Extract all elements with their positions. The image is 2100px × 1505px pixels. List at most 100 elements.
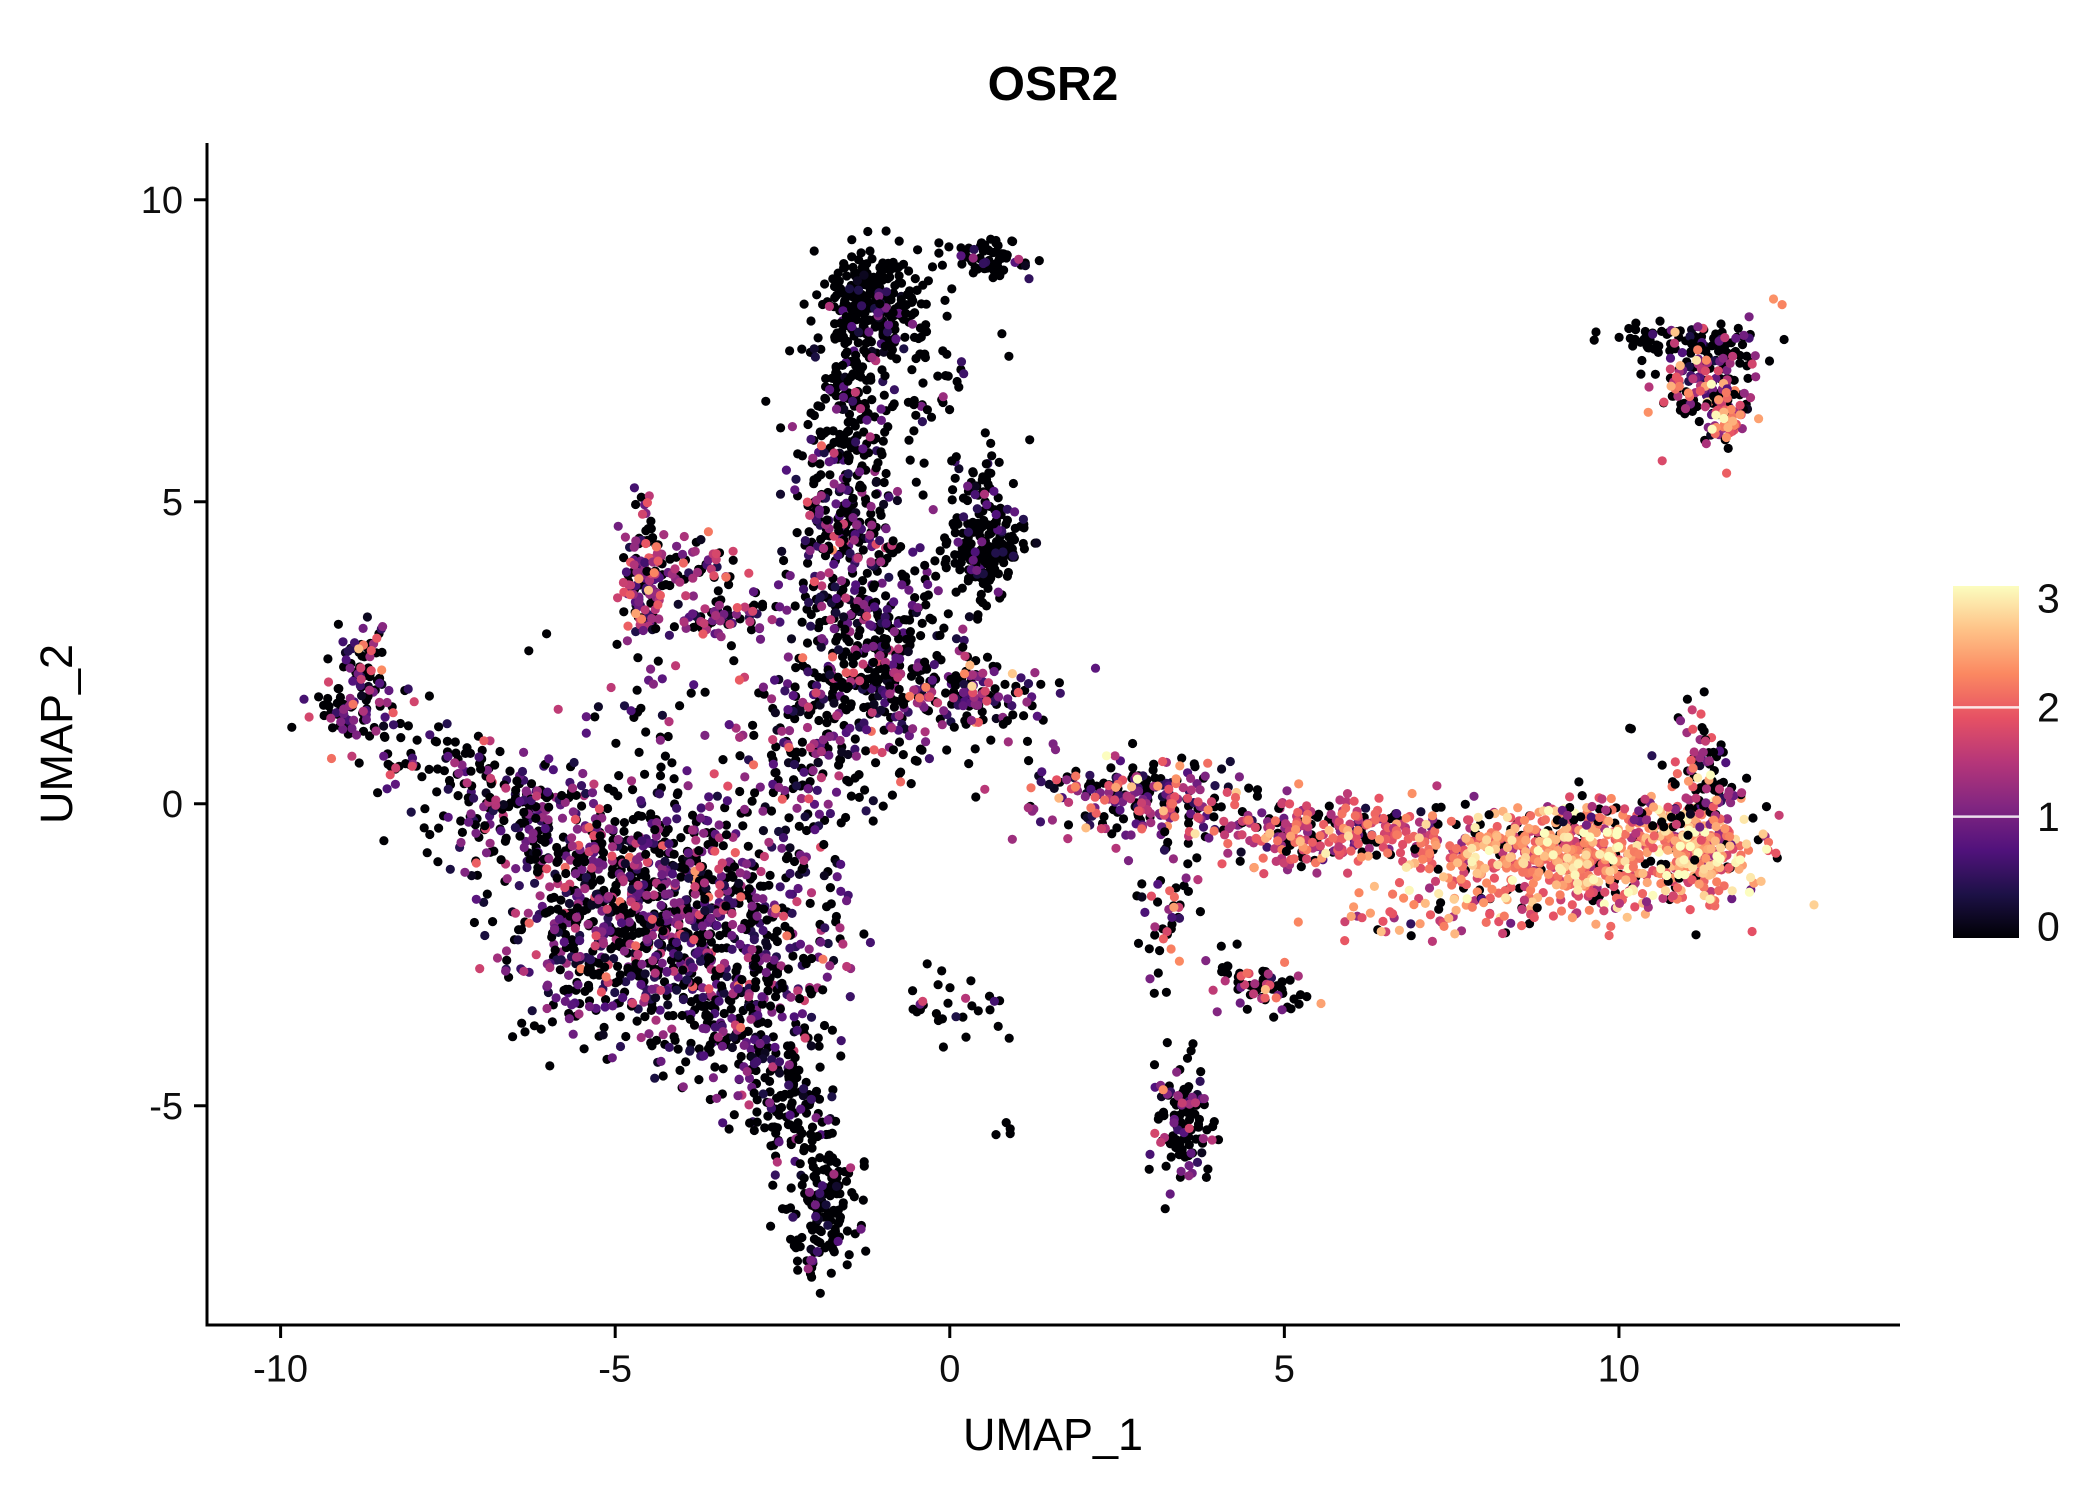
data-point	[324, 677, 333, 686]
data-point	[954, 538, 963, 547]
data-point	[545, 1061, 554, 1070]
data-point	[656, 591, 665, 600]
data-point	[807, 1013, 816, 1022]
data-point	[1286, 832, 1295, 841]
data-point	[834, 645, 843, 654]
data-point	[522, 786, 531, 795]
data-point	[869, 273, 878, 282]
data-point	[924, 590, 933, 599]
data-point	[658, 674, 667, 683]
data-point	[1056, 689, 1065, 698]
data-point	[1172, 774, 1181, 783]
data-point	[1210, 781, 1219, 790]
data-point	[941, 371, 950, 380]
data-point	[1102, 751, 1111, 760]
data-point	[472, 858, 481, 867]
data-point	[620, 818, 629, 827]
data-point	[618, 993, 627, 1002]
data-point	[1521, 836, 1530, 845]
data-point	[778, 1012, 787, 1021]
data-point	[501, 966, 510, 975]
data-point	[793, 1266, 802, 1275]
data-point	[842, 1177, 851, 1186]
data-point	[895, 685, 904, 694]
data-point	[701, 1024, 710, 1033]
data-point	[655, 789, 664, 798]
data-point	[810, 344, 819, 353]
data-point	[476, 764, 485, 773]
data-point	[887, 723, 896, 732]
data-point	[532, 914, 541, 923]
data-point	[847, 252, 856, 261]
data-point	[657, 901, 666, 910]
data-point	[552, 843, 561, 852]
data-point	[852, 520, 861, 529]
x-tick-label: 0	[939, 1348, 960, 1390]
data-point	[785, 890, 794, 899]
data-point	[648, 1004, 657, 1013]
data-point	[639, 626, 648, 635]
data-point	[830, 319, 839, 328]
data-point	[990, 667, 999, 676]
data-point	[837, 747, 846, 756]
data-point	[451, 737, 460, 746]
data-point	[854, 286, 863, 295]
data-point	[833, 673, 842, 682]
data-point	[515, 832, 524, 841]
data-point	[614, 522, 623, 531]
data-point	[685, 1047, 694, 1056]
data-point	[1482, 878, 1491, 887]
data-point	[425, 691, 434, 700]
data-point	[876, 557, 885, 566]
data-point	[1219, 817, 1228, 826]
data-point	[404, 684, 413, 693]
data-point	[783, 705, 792, 714]
data-point	[829, 560, 838, 569]
data-point	[717, 632, 726, 641]
data-point	[612, 640, 621, 649]
data-point	[762, 968, 771, 977]
data-point	[832, 594, 841, 603]
data-point	[934, 586, 943, 595]
data-point	[472, 895, 481, 904]
data-point	[1008, 835, 1017, 844]
data-point	[925, 754, 934, 763]
data-point	[893, 673, 902, 682]
data-point	[806, 316, 815, 325]
data-point	[798, 738, 807, 747]
data-point	[1091, 793, 1100, 802]
data-point	[515, 881, 524, 890]
data-point	[685, 912, 694, 921]
data-point	[1153, 782, 1162, 791]
data-point	[963, 482, 972, 491]
data-point	[613, 962, 622, 971]
data-point	[532, 849, 541, 858]
data-point	[942, 745, 951, 754]
data-point	[391, 780, 400, 789]
data-point	[842, 668, 851, 677]
data-point	[502, 956, 511, 965]
data-point	[1201, 772, 1210, 781]
data-point	[734, 879, 743, 888]
data-point	[750, 935, 759, 944]
data-point	[884, 493, 893, 502]
data-point	[771, 1170, 780, 1179]
data-point	[857, 301, 866, 310]
data-point	[561, 997, 570, 1006]
data-point	[735, 751, 744, 760]
data-point	[1133, 775, 1142, 784]
data-point	[922, 300, 931, 309]
data-point	[719, 1064, 728, 1073]
data-point	[420, 804, 429, 813]
data-point	[737, 924, 746, 933]
data-point	[811, 1212, 820, 1221]
data-point	[644, 586, 653, 595]
data-point	[939, 392, 948, 401]
data-point	[544, 754, 553, 763]
y-tick-label: -5	[149, 1086, 183, 1128]
data-point	[644, 1029, 653, 1038]
data-point	[882, 619, 891, 628]
data-point	[519, 808, 528, 817]
data-point	[952, 588, 961, 597]
data-point	[847, 792, 856, 801]
